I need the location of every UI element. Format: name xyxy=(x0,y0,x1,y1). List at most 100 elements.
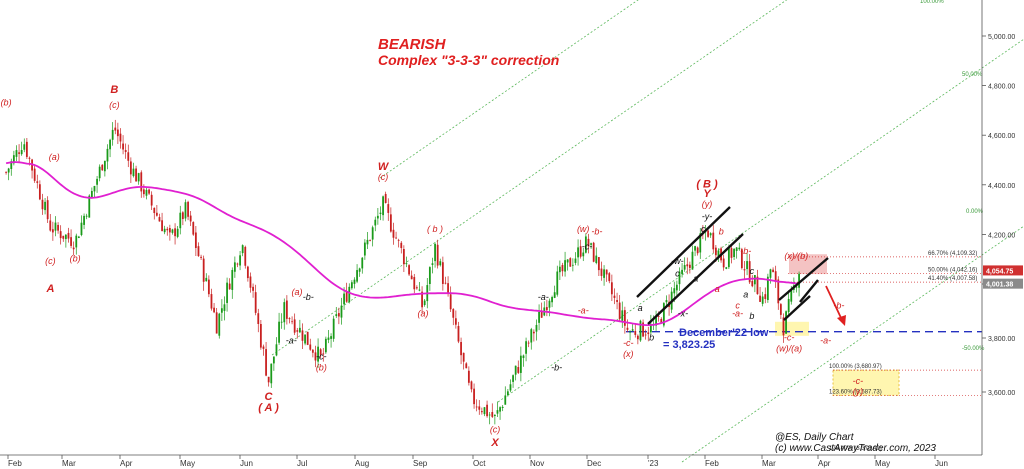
wave-label: C xyxy=(265,391,274,403)
candle-body xyxy=(582,252,585,257)
candle-body xyxy=(140,172,143,192)
candle-body xyxy=(436,244,439,266)
footer-symbol: @ES, Daily Chart xyxy=(775,432,855,443)
fib-label: 100.00% (3,680.97) xyxy=(829,364,882,370)
candle-body xyxy=(618,302,621,320)
candle-body xyxy=(392,229,395,238)
candle-body xyxy=(262,346,265,349)
candle-body xyxy=(228,283,231,290)
candlesticks xyxy=(5,119,800,425)
candle-body xyxy=(447,283,449,293)
candle-body xyxy=(779,304,782,315)
candle-body xyxy=(491,412,494,417)
projection-arrowhead xyxy=(837,315,846,326)
candle-body xyxy=(764,294,767,299)
candle-body xyxy=(25,141,28,157)
x-tick-label: Jun xyxy=(935,459,948,468)
x-tick-label: Dec xyxy=(587,459,601,468)
candle-body xyxy=(512,375,514,382)
candle-body xyxy=(257,313,260,324)
wave-label: b xyxy=(749,311,754,321)
candle-body xyxy=(319,349,322,355)
wave-label: X xyxy=(490,437,499,449)
candle-body xyxy=(743,269,746,271)
candle-body xyxy=(77,236,80,238)
wave-label: -c- xyxy=(582,241,593,251)
wave-channel-line xyxy=(636,206,731,298)
candle-body xyxy=(493,414,496,416)
candle-body xyxy=(210,294,213,309)
candle-body xyxy=(12,155,15,164)
candle-body xyxy=(431,263,434,265)
candle-body xyxy=(215,312,218,334)
candle-body xyxy=(62,235,65,239)
candle-body xyxy=(36,181,39,183)
x-tick-label: Aug xyxy=(355,459,369,468)
candle-body xyxy=(80,222,83,235)
candle-body xyxy=(418,289,421,291)
candle-body xyxy=(660,318,663,324)
candle-body xyxy=(101,164,104,171)
candle-body xyxy=(717,250,720,258)
wave-label: -y- xyxy=(702,212,713,222)
wave-label: (c) xyxy=(45,256,56,266)
candle-body xyxy=(324,338,327,353)
candle-body xyxy=(772,269,774,273)
candle-body xyxy=(259,324,262,348)
candle-body xyxy=(205,277,208,282)
wave-label: (x) xyxy=(623,349,634,359)
y-tick-label: 4,600.00 xyxy=(988,133,1015,140)
candle-body xyxy=(480,411,483,413)
candle-body xyxy=(769,269,772,278)
candle-body xyxy=(595,255,598,263)
x-tick-label: May xyxy=(875,459,890,468)
candle-body xyxy=(15,150,18,157)
candle-body xyxy=(608,273,611,282)
candle-body xyxy=(296,330,299,332)
channel-label: 50.00% xyxy=(962,72,983,78)
fib-label: 123.60% (3,587.73) xyxy=(829,389,882,395)
resistance-zone xyxy=(789,254,827,275)
candle-body xyxy=(371,227,374,240)
candle-body xyxy=(751,280,754,287)
candle-body xyxy=(298,327,301,333)
wave-channel-line xyxy=(799,279,819,303)
candle-body xyxy=(688,264,691,268)
candle-body xyxy=(103,160,106,172)
candle-body xyxy=(218,313,221,336)
candle-body xyxy=(226,282,228,303)
candle-body xyxy=(452,309,455,318)
candle-body xyxy=(449,294,452,310)
candle-body xyxy=(213,307,215,313)
candle-body xyxy=(558,266,561,273)
wave-label: -b- xyxy=(740,246,751,256)
candle-body xyxy=(356,270,358,282)
candle-body xyxy=(189,215,192,222)
candle-body xyxy=(343,293,345,305)
wave-label: c xyxy=(750,266,755,276)
y-tick-label: 3,800.00 xyxy=(988,336,1015,343)
candle-body xyxy=(171,229,174,233)
wave-label: -c- xyxy=(853,376,864,386)
wave-label: c xyxy=(701,224,706,234)
candle-body xyxy=(270,363,273,384)
candle-body xyxy=(387,204,390,213)
moving-average xyxy=(5,161,800,327)
candle-body xyxy=(150,194,153,206)
candle-body xyxy=(54,222,57,231)
candle-body xyxy=(272,356,275,364)
candle-body xyxy=(70,237,72,246)
wave-label: B xyxy=(110,84,118,96)
candle-body xyxy=(509,384,512,391)
wave-label: -a- xyxy=(286,335,297,345)
candle-body xyxy=(610,282,613,295)
x-tick-label: Feb xyxy=(705,459,719,468)
candle-body xyxy=(631,329,634,331)
candle-body xyxy=(707,230,709,237)
x-tick-label: May xyxy=(180,459,195,468)
candle-body xyxy=(662,303,665,326)
candle-body xyxy=(67,232,70,239)
trendline-overlays xyxy=(636,206,846,326)
x-tick-label: '23 xyxy=(648,459,659,468)
support-label: December'22 low xyxy=(679,327,769,339)
